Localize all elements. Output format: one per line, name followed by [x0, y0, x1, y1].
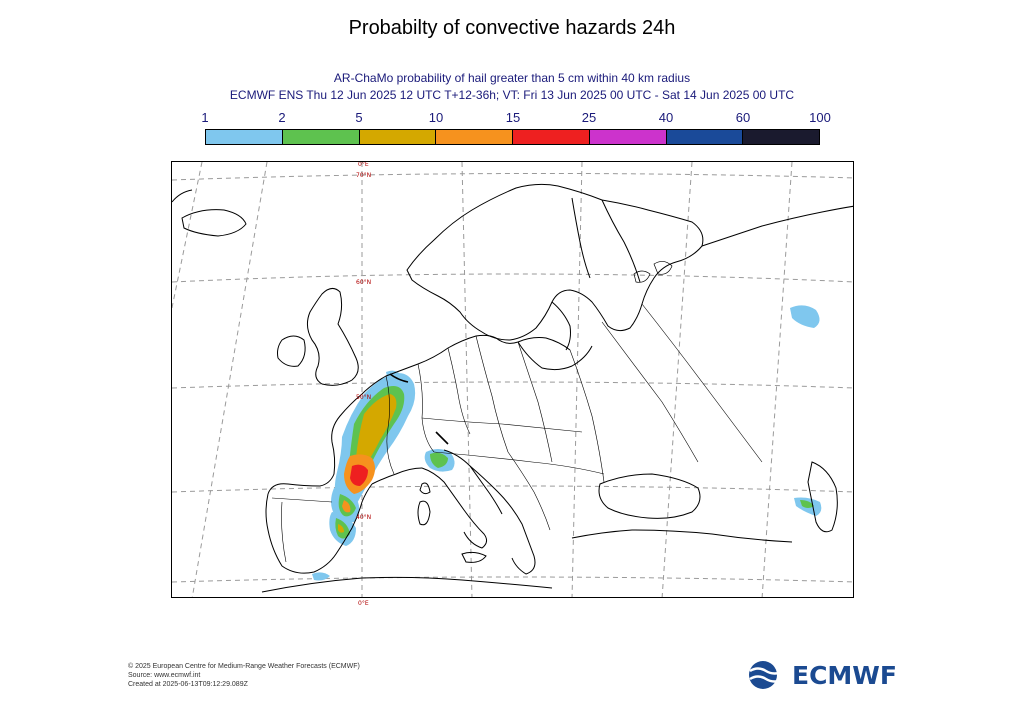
- lon-label-bottom: 0°E: [358, 600, 369, 607]
- lat-label: 70°N: [356, 172, 372, 179]
- europe-map: 0°E 70°N 60°N 50°N 40°N: [171, 161, 854, 598]
- lat-label: 40°N: [356, 514, 372, 521]
- highlight-borders: [389, 373, 449, 445]
- ecmwf-emblem-icon: [749, 661, 785, 689]
- forecast-validity: ECMWF ENS Thu 12 Jun 2025 12 UTC T+12-36…: [229, 88, 795, 102]
- legend-color-bar: [205, 129, 820, 145]
- lakes: [633, 261, 673, 283]
- lat-label: 50°N: [356, 394, 372, 401]
- copyright-line: © 2025 European Centre for Medium-Range …: [128, 663, 360, 670]
- map-canvas: [172, 162, 853, 597]
- legend-swatch: [206, 130, 283, 144]
- ecmwf-logo: ECMWF: [748, 660, 897, 690]
- copyright-footer: © 2025 European Centre for Medium-Range …: [128, 662, 360, 689]
- logo-text: ECMWF: [792, 660, 897, 690]
- chart-title: Probabilty of convective hazards 24h: [348, 17, 676, 39]
- legend-tick-label: 60: [735, 110, 751, 125]
- source-line: Source: www.ecmwf.int: [128, 672, 201, 679]
- hail-probability-fields: [312, 305, 822, 581]
- created-line: Created at 2025-06-13T09:12:29.089Z: [128, 681, 248, 688]
- legend-tick-label: 5: [355, 110, 363, 125]
- legend-swatch: [666, 130, 744, 144]
- coastlines: [172, 183, 853, 593]
- national-borders: [271, 303, 763, 563]
- lon-label-top: 0°E: [358, 161, 369, 168]
- legend-swatch: [359, 130, 437, 144]
- legend-swatch: [743, 130, 819, 144]
- legend-tick-label: 15: [505, 110, 521, 125]
- legend-tick-label: 2: [278, 110, 286, 125]
- legend-tick-label: 40: [658, 110, 674, 125]
- legend-tick-label: 100: [809, 110, 831, 125]
- legend-tick-label: 10: [428, 110, 444, 125]
- legend-swatch: [282, 130, 360, 144]
- legend-swatch: [436, 130, 513, 144]
- legend-swatch: [513, 130, 590, 144]
- legend-tick-label: 25: [581, 110, 597, 125]
- graticule: [172, 162, 853, 597]
- probability-legend: 1 2 5 10 15 25 40 60 100: [201, 110, 831, 148]
- legend-swatch: [589, 130, 667, 144]
- legend-tick-label: 1: [201, 110, 209, 125]
- product-description: AR-ChaMo probability of hail greater tha…: [333, 71, 691, 85]
- lat-label: 60°N: [356, 279, 372, 286]
